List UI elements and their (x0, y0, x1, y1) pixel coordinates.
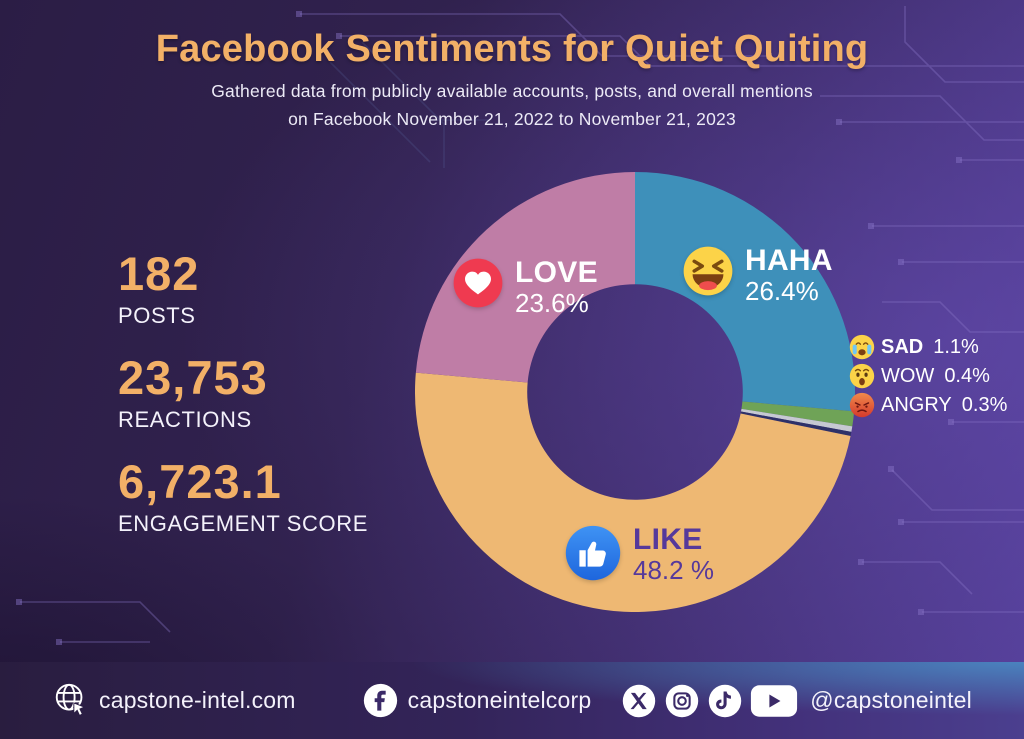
angry-slice-label: ANGRY 0.3% (849, 392, 1007, 418)
subtitle-line-1: Gathered data from publicly available ac… (211, 81, 813, 101)
angry-emoji-icon (849, 392, 875, 418)
haha-slice-label: HAHA 26.4% (682, 244, 833, 307)
posts-label: POSTS (118, 303, 196, 328)
footer-bar: capstone-intel.com capstoneintelcorp (0, 662, 1024, 739)
like-percent: 48.2 % (633, 555, 714, 586)
haha-percent: 26.4% (745, 276, 819, 307)
page-title: Facebook Sentiments for Quiet Quiting (155, 28, 869, 70)
sad-slice-label: SAD 1.1% (849, 334, 1007, 360)
love-percent: 23.6% (515, 288, 589, 319)
minor-slice-labels: SAD 1.1% WOW 0.4% (849, 334, 1007, 418)
love-label: LOVE (515, 256, 598, 289)
reactions-count: 23,753 (118, 351, 268, 404)
sad-label: SAD (881, 336, 924, 358)
donut-slice-haha (635, 172, 855, 412)
engagement-score: 6,723.1 (118, 455, 282, 508)
stat-engagement: 6,723.1 ENGAGEMENT SCORE (118, 458, 368, 537)
like-slice-label: LIKE 48.2 % (564, 523, 714, 586)
sad-emoji-icon (849, 334, 875, 360)
globe-icon (55, 683, 86, 716)
donut-slice-sad (741, 401, 855, 427)
wow-emoji-icon (849, 363, 875, 389)
subtitle-line-2: on Facebook November 21, 2022 to Novembe… (288, 109, 736, 129)
love-heart-icon (453, 258, 503, 308)
reactions-label: REACTIONS (118, 407, 252, 432)
stat-posts: 182 POSTS (118, 250, 368, 329)
social-icons (621, 683, 798, 719)
youtube-icon[interactable] (750, 684, 798, 718)
donut-slice-like (415, 372, 851, 612)
like-label: LIKE (633, 523, 703, 556)
haha-label: HAHA (745, 244, 833, 277)
stat-reactions: 23,753 REACTIONS (118, 354, 368, 433)
social-handle[interactable]: @capstoneintel (810, 687, 972, 713)
x-icon[interactable] (621, 683, 657, 719)
wow-slice-label: WOW 0.4% (849, 363, 1007, 389)
facebook-icon (363, 683, 397, 718)
donut-slice-love (415, 172, 635, 383)
angry-label: ANGRY (881, 394, 952, 416)
haha-emoji-icon (683, 246, 733, 296)
tiktok-icon[interactable] (707, 683, 743, 719)
instagram-icon[interactable] (664, 683, 700, 719)
posts-count: 182 (118, 247, 200, 300)
wow-label: WOW (881, 365, 935, 387)
love-slice-label: LOVE 23.6% (452, 256, 598, 319)
wow-percent: 0.4% (944, 365, 990, 387)
engagement-label: ENGAGEMENT SCORE (118, 511, 369, 536)
donut-slice-wow (741, 408, 853, 432)
footer-content: capstone-intel.com capstoneintelcorp (0, 662, 1024, 739)
facebook-text: capstoneintelcorp (407, 687, 592, 713)
stats-panel: 182 POSTS 23,753 REACTIONS 6,723.1 ENGAG… (118, 250, 368, 562)
website-link[interactable]: capstone-intel.com (52, 681, 296, 721)
angry-percent: 0.3% (961, 394, 1008, 416)
facebook-link[interactable]: capstoneintelcorp (362, 682, 592, 719)
sad-percent: 1.1% (933, 336, 979, 358)
donut-slice-angry (740, 411, 852, 436)
website-text: capstone-intel.com (99, 687, 296, 713)
like-thumb-icon (565, 525, 621, 581)
donut-chart (415, 172, 855, 612)
